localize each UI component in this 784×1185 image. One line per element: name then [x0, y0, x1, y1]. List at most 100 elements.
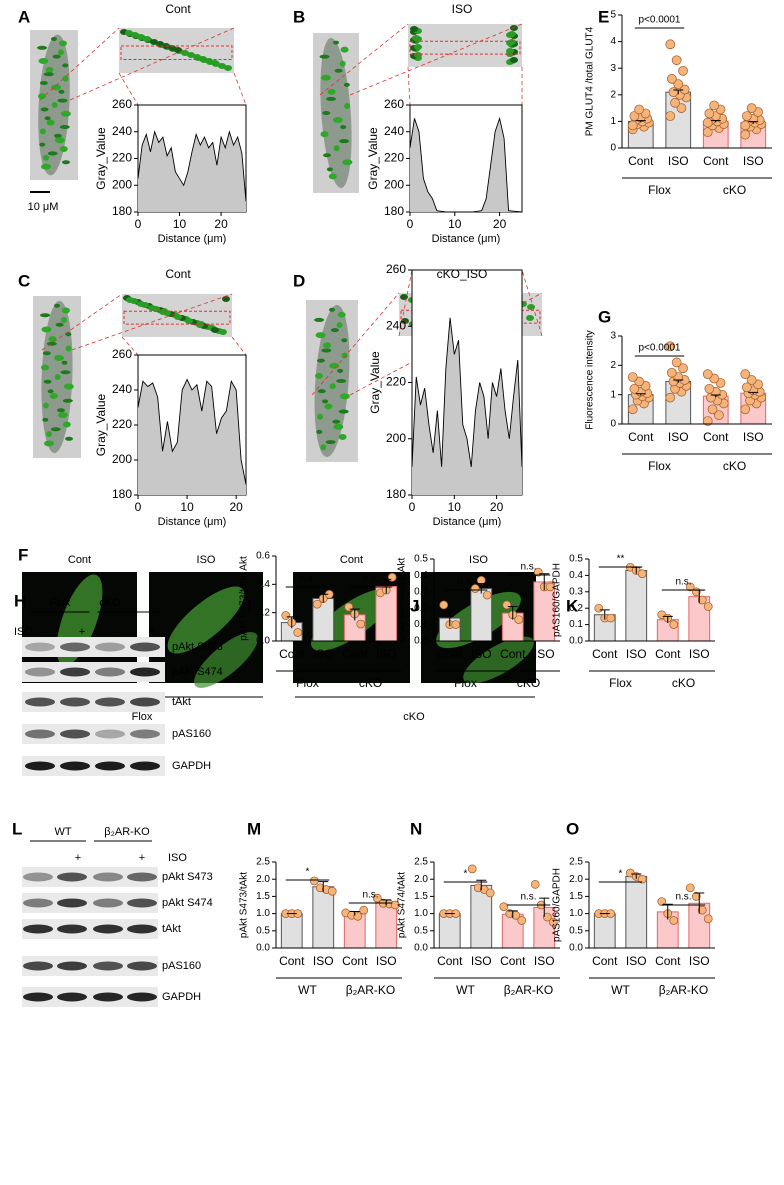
data-point	[666, 367, 677, 378]
blot-row-label: pAkt S474	[172, 666, 223, 678]
error-bar	[318, 881, 329, 892]
green-spot	[62, 421, 71, 428]
y-axis-label: PM GLUT4 /total GLUT4	[585, 26, 596, 136]
data-point	[697, 595, 707, 605]
y-tick-label: 220	[386, 375, 406, 389]
bar	[375, 902, 398, 949]
green-spot	[42, 402, 49, 409]
y-axis-label: pAkt S473/tAkt	[239, 872, 250, 938]
error-bar	[748, 391, 759, 395]
scale-bar-label: 10 μM	[28, 201, 59, 213]
band	[95, 697, 125, 707]
x-tick-label: ISO	[313, 954, 334, 968]
bar	[280, 913, 303, 949]
x-tick-label: ISO	[313, 647, 334, 661]
green-spot	[337, 368, 344, 373]
green-spot	[319, 54, 330, 59]
x-tick-label: Cont	[592, 954, 618, 968]
band	[60, 761, 90, 771]
x-tick-label: 10	[173, 217, 187, 231]
y-tick-label: 0.1	[414, 619, 428, 630]
y-tick-label: 0.2	[414, 603, 428, 614]
panel-label: C	[18, 271, 30, 290]
green-spot	[343, 82, 350, 87]
band	[93, 872, 123, 882]
data-point	[740, 404, 751, 415]
band	[25, 761, 55, 771]
green-spot	[338, 434, 347, 441]
green-spot	[400, 294, 408, 300]
green-spot	[510, 57, 518, 63]
profile-line	[137, 130, 247, 202]
y-axis-label: Gray_Value	[94, 393, 108, 456]
y-tick-label: 260	[384, 97, 404, 111]
y-axis-label: Gray_Value	[366, 127, 380, 190]
band	[93, 898, 123, 908]
data-point	[594, 603, 604, 613]
green-spot	[412, 35, 420, 41]
panel-label: O	[566, 819, 579, 838]
green-spot	[148, 305, 156, 311]
blot-row-label: pAS160	[162, 960, 201, 972]
data-point	[740, 129, 751, 140]
data-point	[344, 602, 354, 612]
data-point	[678, 66, 688, 76]
y-tick-label: 0.2	[569, 603, 583, 614]
x-tick-label: Cont	[279, 954, 305, 968]
green-spot	[329, 383, 336, 390]
data-point	[746, 375, 757, 385]
y-tick-label: 3	[610, 331, 616, 342]
data-point	[702, 369, 713, 379]
y-tick-label: 220	[384, 151, 404, 165]
blot-row-label: pAkt S474	[162, 897, 213, 909]
chart-title: Cont	[165, 2, 191, 16]
green-spot	[326, 96, 337, 101]
band	[60, 667, 90, 677]
green-spot	[321, 348, 332, 353]
green-spot	[323, 342, 332, 349]
green-spot	[63, 383, 74, 390]
green-spot	[43, 379, 52, 384]
y-tick-label: 0.2	[256, 607, 270, 618]
blot-row-label: GAPDH	[162, 991, 201, 1003]
x-tick-label: 0	[409, 500, 416, 514]
significance-label: n.s.	[457, 577, 473, 588]
blot-group: β₂AR-KO	[104, 826, 150, 838]
x-tick-label: 20	[214, 217, 228, 231]
green-spot	[224, 65, 232, 71]
group-label: cKO	[672, 676, 695, 690]
error-bar	[635, 393, 646, 396]
green-spot	[322, 111, 331, 115]
data-point	[502, 600, 512, 610]
data-point	[741, 111, 752, 121]
green-spot	[320, 131, 329, 138]
y-tick-label: 240	[112, 382, 132, 396]
group-label: cKO	[723, 459, 746, 473]
green-spot	[125, 30, 133, 36]
green-spot	[320, 74, 331, 81]
y-tick-label: 260	[386, 262, 406, 276]
zoom-bg	[408, 24, 522, 67]
y-tick-label: 2.5	[414, 857, 428, 868]
x-tick-label: ISO	[743, 430, 764, 444]
treatment-sign: +	[79, 626, 85, 638]
error-bar	[635, 120, 646, 123]
green-spot	[55, 322, 64, 327]
band	[95, 761, 125, 771]
significance-label: **	[617, 554, 625, 565]
y-tick-label: 0.5	[256, 925, 270, 936]
x-axis-label: Distance (μm)	[432, 233, 501, 245]
y-tick-label: 180	[112, 204, 132, 218]
green-spot	[401, 318, 409, 324]
bar	[625, 875, 648, 949]
data-point	[470, 584, 480, 593]
blot-group: WT	[54, 826, 71, 838]
y-tick-label: 1.5	[569, 891, 583, 902]
green-spot	[506, 48, 514, 54]
green-spot	[159, 309, 167, 315]
band	[93, 924, 123, 934]
connector	[69, 27, 235, 101]
group-label: cKO	[359, 676, 382, 690]
y-tick-label: 0.0	[256, 943, 270, 954]
